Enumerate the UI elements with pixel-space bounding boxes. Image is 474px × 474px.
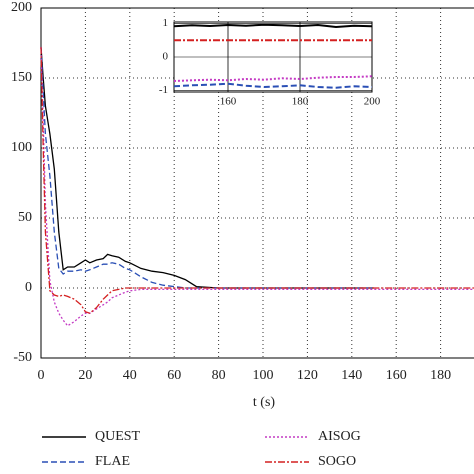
x-tick-label: 0 (38, 368, 45, 383)
y-tick-label: -1 (159, 84, 168, 96)
x-tick-label: 60 (167, 368, 181, 383)
y-tick-label: 50 (18, 210, 32, 225)
y-tick-label: 0 (163, 51, 169, 63)
legend-label: QUEST (95, 429, 141, 444)
series-line (40, 47, 374, 289)
series-line (173, 75, 373, 82)
series-line (40, 47, 474, 314)
legend-label: SOGO (318, 454, 356, 469)
x-tick-label: 80 (212, 368, 226, 383)
y-tick-label: 1 (163, 17, 169, 29)
x-tick-label: 200 (364, 96, 381, 108)
legend-label: FLAE (95, 454, 130, 469)
x-tick-label: 20 (78, 368, 92, 383)
x-axis-label: t (s) (253, 395, 276, 410)
y-tick-label: 200 (11, 0, 32, 15)
x-tick-label: 40 (123, 368, 137, 383)
y-tick-label: 150 (11, 70, 32, 85)
x-tick-label: 180 (292, 96, 309, 108)
x-tick-label: 140 (341, 368, 362, 383)
x-tick-label: 160 (386, 368, 407, 383)
series-line (173, 23, 373, 29)
plot-frame (40, 7, 474, 359)
series-line (40, 47, 374, 289)
x-tick-label: 180 (430, 368, 451, 383)
x-tick-label: 160 (220, 96, 237, 108)
series-line (173, 82, 373, 89)
x-tick-label: 100 (253, 368, 274, 383)
y-tick-label: 100 (11, 140, 32, 155)
legend-label: AISOG (318, 429, 361, 444)
x-tick-label: 120 (297, 368, 318, 383)
y-tick-label: 0 (25, 280, 32, 295)
y-tick-label: -50 (13, 350, 32, 365)
